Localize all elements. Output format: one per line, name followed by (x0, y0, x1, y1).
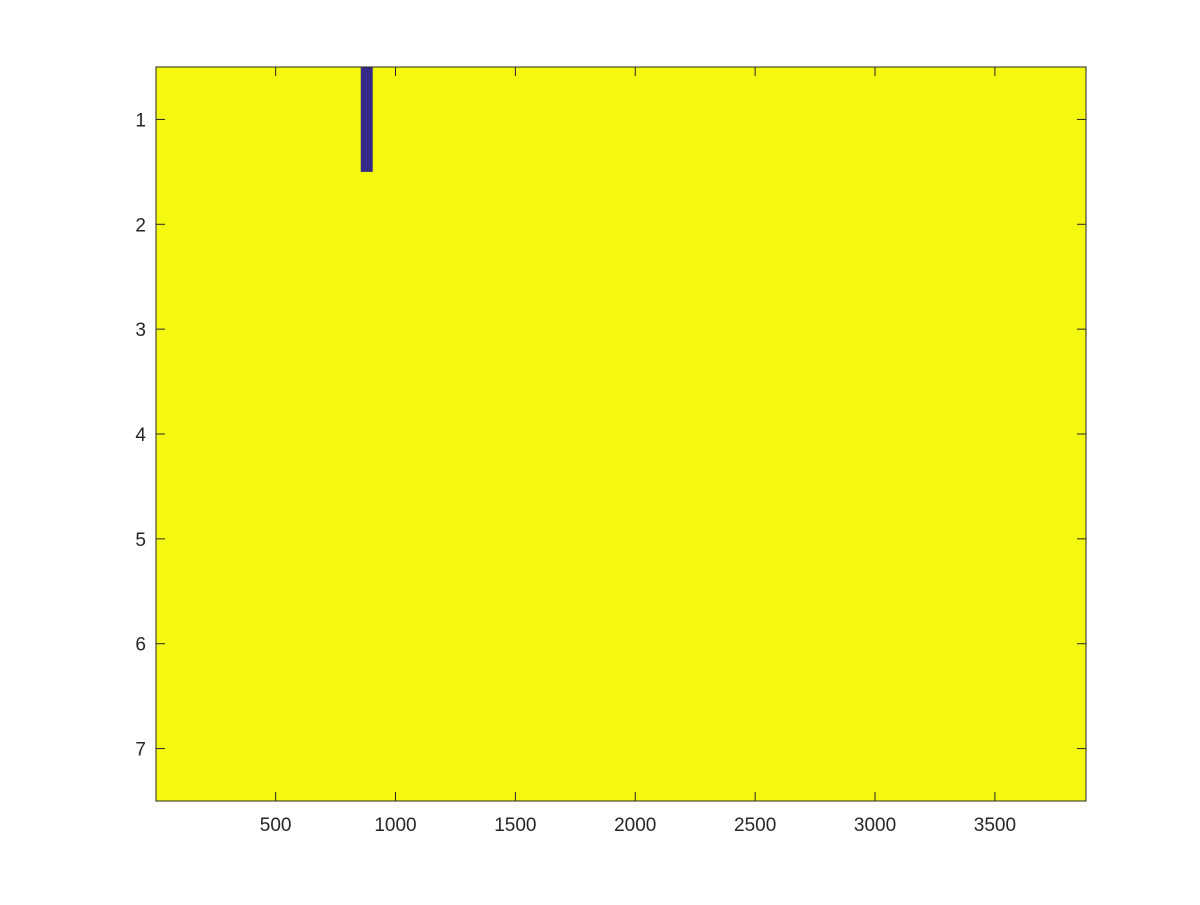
x-tick-label: 1500 (494, 815, 536, 836)
plot-frame (155, 66, 1087, 802)
y-tick-label: 5 (135, 530, 146, 551)
ticks-layer: 500 1000 1500 2000 2500 3000 3500 1 2 3 4 5 6 7 (135, 67, 1086, 836)
y-tick-label: 7 (135, 740, 146, 761)
y-tick-label: 1 (135, 110, 146, 131)
y-tick-label: 2 (135, 215, 146, 236)
x-tick-label: 3000 (854, 815, 896, 836)
heatmap-cell (360, 67, 373, 172)
x-tick-label: 500 (260, 815, 292, 836)
y-tick-label: 3 (135, 320, 146, 341)
y-tick-label: 4 (135, 425, 146, 446)
cells-layer (360, 67, 373, 172)
plot-area (156, 67, 1086, 801)
y-tick-label: 6 (135, 635, 146, 656)
x-tick-label: 1000 (374, 815, 416, 836)
x-tick-label: 2500 (734, 815, 776, 836)
x-tick-label: 3500 (974, 815, 1016, 836)
x-tick-label: 2000 (614, 815, 656, 836)
